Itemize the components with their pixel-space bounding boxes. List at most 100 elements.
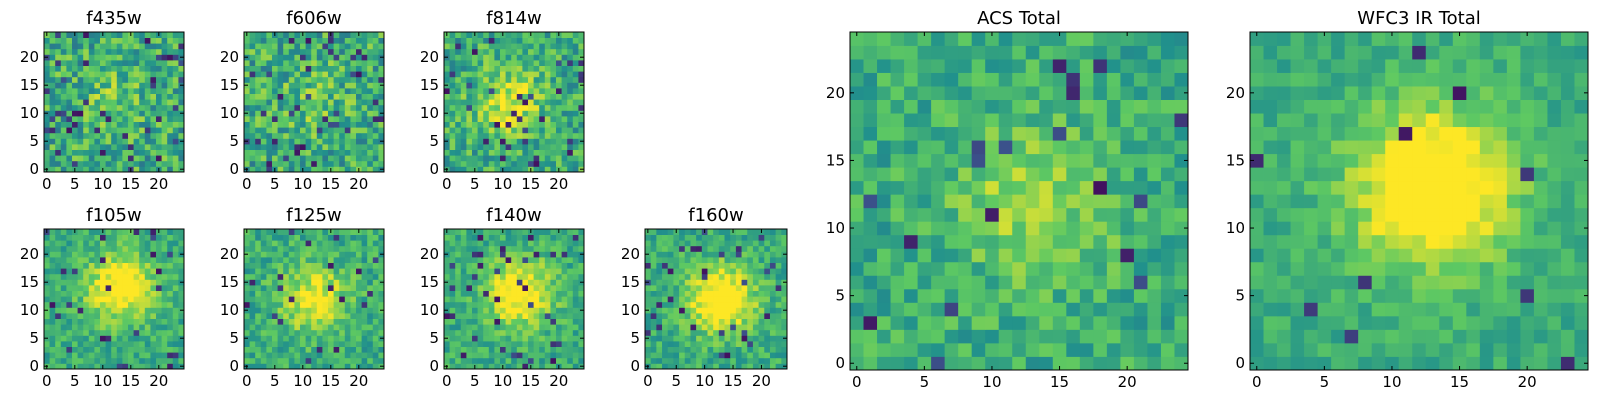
- heatmap-cell: [356, 110, 362, 117]
- heatmap-cell: [344, 155, 351, 162]
- heatmap-cell: [172, 335, 179, 342]
- heatmap-cell: [561, 262, 568, 269]
- heatmap-cell: [781, 313, 788, 319]
- heatmap-cell: [322, 32, 329, 38]
- heatmap-cell: [718, 335, 725, 342]
- heatmap-cell: [116, 352, 123, 359]
- heatmap-cell: [367, 60, 374, 66]
- heatmap-cell: [578, 116, 585, 122]
- heatmap-cell: [111, 82, 118, 89]
- heatmap-cell: [372, 307, 379, 314]
- axes-frame: [43, 228, 185, 370]
- heatmap-cell: [550, 48, 557, 55]
- heatmap-cell: [60, 285, 67, 291]
- heatmap-cell: [1160, 356, 1175, 371]
- heatmap-cell: [684, 234, 691, 241]
- heatmap-cell: [528, 121, 534, 128]
- heatmap-cell: [350, 279, 357, 286]
- heatmap-cell: [244, 60, 250, 66]
- heatmap-cell: [150, 352, 157, 359]
- heatmap-cell: [713, 257, 720, 263]
- heatmap-cell: [718, 279, 725, 286]
- heatmap-cell: [139, 229, 146, 235]
- y-tick-label: 0: [630, 357, 640, 375]
- heatmap-cell: [1039, 248, 1054, 263]
- heatmap-cell: [111, 279, 118, 286]
- heatmap-cell: [339, 234, 346, 241]
- heatmap-cell: [322, 341, 329, 347]
- heatmap-cell: [488, 104, 495, 111]
- heatmap-cell: [283, 93, 290, 100]
- heatmap-cell: [528, 318, 534, 325]
- heatmap-cell: [44, 357, 50, 364]
- heatmap-cell: [88, 88, 95, 94]
- heatmap-cell: [444, 313, 450, 319]
- heatmap-cell: [455, 346, 462, 353]
- heatmap-cell: [283, 65, 290, 72]
- heatmap-cell: [544, 60, 551, 66]
- heatmap-cell: [266, 268, 273, 275]
- heatmap-cell: [244, 273, 250, 280]
- heatmap-cell: [544, 285, 551, 291]
- heatmap-cell: [741, 240, 748, 247]
- heatmap-cell: [322, 363, 329, 370]
- heatmap-cell: [139, 132, 146, 139]
- heatmap-cell: [466, 234, 473, 241]
- heatmap-cell: [455, 127, 462, 134]
- heatmap-cell: [111, 132, 118, 139]
- heatmap-cell: [105, 240, 112, 247]
- heatmap-cell: [1160, 194, 1175, 209]
- heatmap-cell: [667, 357, 674, 364]
- heatmap-cell: [1133, 356, 1148, 371]
- heatmap-cell: [472, 329, 478, 336]
- heatmap-cell: [656, 346, 663, 353]
- heatmap-cell: [333, 71, 340, 78]
- heatmap-cell: [500, 88, 506, 94]
- heatmap-cell: [511, 88, 518, 94]
- heatmap-cell: [339, 48, 346, 55]
- heatmap-cell: [998, 180, 1013, 195]
- heatmap-cell: [645, 329, 652, 336]
- heatmap-cell: [350, 341, 357, 347]
- heatmap-cell: [556, 313, 562, 319]
- heatmap-cell: [572, 88, 579, 94]
- heatmap-cell: [511, 329, 518, 336]
- heatmap-cell: [1079, 207, 1094, 222]
- heatmap-cell: [105, 245, 112, 252]
- x-tick-label: 15: [521, 372, 540, 390]
- heatmap-cell: [850, 302, 864, 317]
- heatmap-cell: [735, 313, 742, 319]
- heatmap-cell: [49, 257, 56, 263]
- heatmap-cell: [288, 54, 295, 61]
- heatmap-cell: [249, 268, 256, 275]
- heatmap-cell: [544, 99, 551, 106]
- heatmap-cell: [150, 60, 157, 66]
- heatmap-cell: [522, 149, 529, 156]
- heatmap-cell: [707, 268, 714, 275]
- heatmap-cell: [122, 301, 129, 308]
- heatmap-cell: [150, 88, 157, 94]
- heatmap-cell: [572, 268, 579, 275]
- heatmap-cell: [277, 82, 284, 89]
- heatmap-cell: [713, 357, 720, 364]
- heatmap-cell: [249, 318, 256, 325]
- y-tick-label: 0: [429, 357, 439, 375]
- heatmap-cell: [466, 65, 473, 72]
- heatmap-cell: [477, 262, 484, 269]
- heatmap-cell: [505, 127, 512, 134]
- heatmap-cell: [528, 155, 534, 162]
- heatmap-cell: [917, 342, 932, 357]
- heatmap-cell: [94, 82, 101, 89]
- heatmap-cell: [998, 356, 1013, 371]
- heatmap-cell: [572, 54, 579, 61]
- heatmap-cell: [567, 93, 574, 100]
- heatmap-cell: [111, 251, 118, 258]
- heatmap-cell: [1066, 234, 1081, 249]
- heatmap-cell: [567, 245, 574, 252]
- heatmap-cell: [460, 48, 467, 55]
- heatmap-cell: [483, 251, 490, 258]
- heatmap-cell: [156, 132, 162, 139]
- heatmap-cell: [133, 60, 140, 66]
- heatmap-cell: [361, 357, 368, 364]
- heatmap-cell: [528, 127, 534, 134]
